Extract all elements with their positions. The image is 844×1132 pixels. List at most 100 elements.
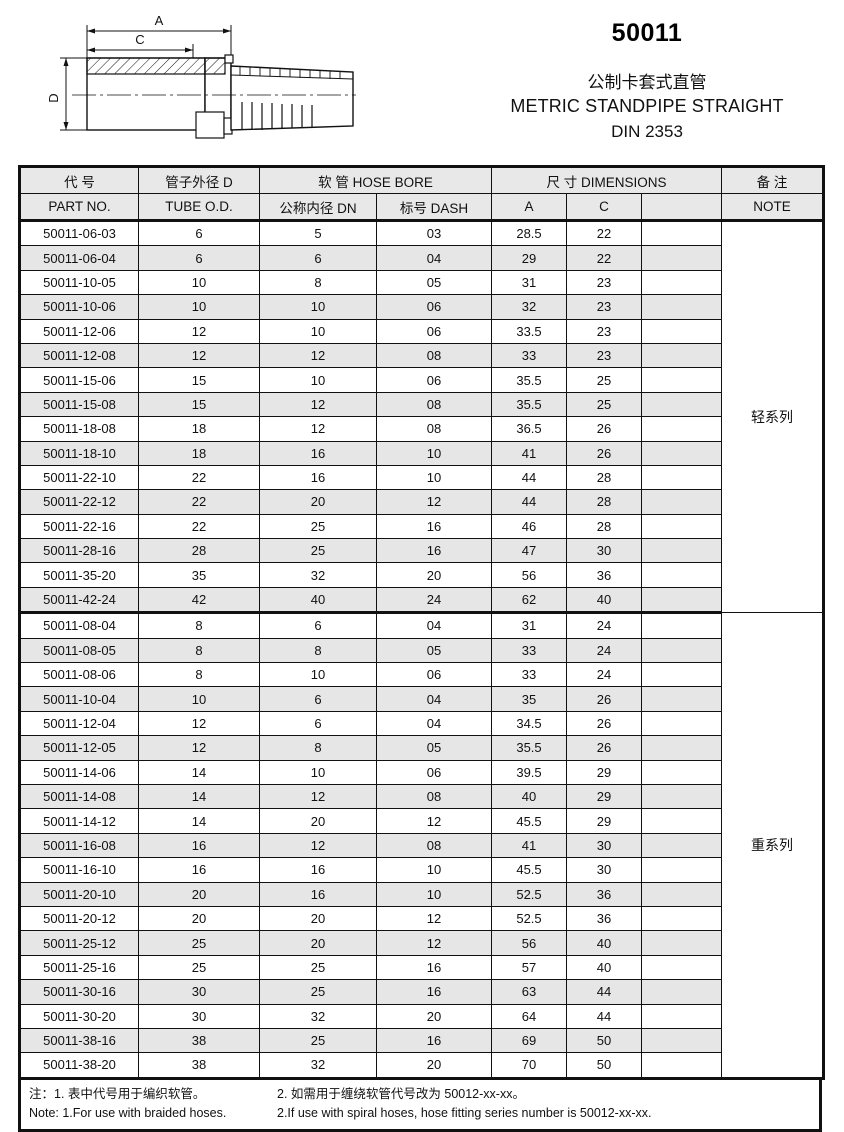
cell-dim-c: 36	[566, 562, 642, 588]
cell-dn: 32	[259, 1052, 377, 1079]
cell-dn: 16	[259, 440, 377, 466]
cell-dim-blank	[640, 538, 723, 564]
dimension-label-a: A	[155, 13, 164, 28]
cell-dim-c: 30	[566, 857, 642, 883]
cell-part-no: 50011-10-06	[19, 294, 139, 320]
dimension-label-c: C	[135, 32, 144, 47]
cell-tube-od: 35	[138, 562, 260, 588]
cell-dim-c: 29	[566, 783, 642, 810]
cell-dash: 10	[376, 464, 492, 491]
cell-part-no: 50011-14-06	[19, 759, 139, 785]
cell-tube-od: 12	[138, 735, 260, 761]
cell-note-series: 重系列	[721, 612, 825, 1079]
cell-dn: 20	[259, 905, 377, 932]
cell-part-no: 50011-08-04	[19, 612, 139, 639]
specification-table-area: 代 号 管子外径 D 软 管 HOSE BORE 尺 寸 DIMENSIONS …	[18, 165, 826, 1132]
cell-dim-blank	[640, 783, 723, 810]
col-header-dim-a: A	[491, 193, 567, 222]
cell-part-no: 50011-42-24	[19, 586, 139, 615]
cell-dn: 8	[259, 637, 377, 664]
cell-dim-c: 44	[566, 1003, 642, 1029]
cell-dim-blank	[640, 416, 723, 442]
cell-part-no: 50011-12-08	[19, 342, 139, 369]
cell-tube-od: 38	[138, 1052, 260, 1079]
cell-dim-blank	[640, 367, 723, 393]
cell-dim-blank	[640, 318, 723, 344]
table-row: 50011-10-05 10 8 05 31 23	[19, 269, 824, 296]
col-header-tube-od-cn: 管子外径 D	[138, 166, 260, 194]
cell-dim-a: 41	[491, 832, 567, 859]
col-header-dash: 标号 DASH	[376, 193, 492, 222]
cell-dim-blank	[640, 1052, 723, 1079]
table-row: 50011-38-20 38 32 20 70 50	[19, 1052, 824, 1079]
cell-dash: 05	[376, 269, 492, 296]
cell-tube-od: 15	[138, 367, 260, 393]
table-row: 50011-12-05 12 8 05 35.5 26	[19, 735, 824, 761]
cell-dim-a: 35.5	[491, 391, 567, 418]
cell-dim-blank	[640, 930, 723, 956]
cell-dn: 25	[259, 1027, 377, 1054]
cell-part-no: 50011-22-16	[19, 513, 139, 540]
cell-part-no: 50011-30-20	[19, 1003, 139, 1029]
cell-dash: 04	[376, 612, 492, 639]
cell-dim-c: 26	[566, 710, 642, 737]
cell-dn: 16	[259, 881, 377, 907]
cell-part-no: 50011-14-12	[19, 808, 139, 834]
cell-dash: 08	[376, 783, 492, 810]
cell-tube-od: 8	[138, 637, 260, 664]
cell-dn: 6	[259, 245, 377, 271]
cell-tube-od: 25	[138, 930, 260, 956]
cell-dash: 16	[376, 513, 492, 540]
standpipe-drawing-svg: A C D	[46, 13, 356, 139]
cell-part-no: 50011-20-12	[19, 905, 139, 932]
table-row: 50011-10-06 10 10 06 32 23	[19, 294, 824, 320]
cell-dim-blank	[640, 562, 723, 588]
cell-dash: 06	[376, 294, 492, 320]
cell-dim-a: 44	[491, 489, 567, 515]
title-block: 50011 公制卡套式直管 METRIC STANDPIPE STRAIGHT …	[450, 0, 844, 158]
cell-dn: 10	[259, 294, 377, 320]
cell-dim-c: 23	[566, 342, 642, 369]
title-standard: DIN 2353	[611, 121, 683, 141]
cell-dim-a: 52.5	[491, 905, 567, 932]
cell-dash: 12	[376, 905, 492, 932]
col-header-dn: 公称内径 DN	[259, 193, 377, 222]
cell-dim-a: 41	[491, 440, 567, 466]
table-row: 50011-42-24 42 40 24 62 40	[19, 586, 824, 615]
col-header-dim-c: C	[566, 193, 642, 222]
cell-part-no: 50011-15-08	[19, 391, 139, 418]
cell-dim-blank	[640, 710, 723, 737]
cell-dash: 20	[376, 1052, 492, 1079]
cell-part-no: 50011-28-16	[19, 538, 139, 564]
cell-dim-a: 70	[491, 1052, 567, 1079]
cell-note-series: 轻系列	[721, 219, 825, 614]
cell-tube-od: 16	[138, 832, 260, 859]
cell-part-no: 50011-12-05	[19, 735, 139, 761]
cell-tube-od: 18	[138, 416, 260, 442]
cell-part-no: 50011-18-08	[19, 416, 139, 442]
cell-tube-od: 28	[138, 538, 260, 564]
cell-tube-od: 20	[138, 881, 260, 907]
cell-dim-a: 35	[491, 686, 567, 712]
header-section: A C D	[0, 0, 844, 158]
cell-dn: 20	[259, 489, 377, 515]
cell-part-no: 50011-06-03	[19, 219, 139, 247]
cell-tube-od: 22	[138, 489, 260, 515]
cell-dim-c: 26	[566, 735, 642, 761]
cell-dash: 06	[376, 367, 492, 393]
cell-tube-od: 14	[138, 783, 260, 810]
cell-dim-c: 26	[566, 440, 642, 466]
cell-dim-blank	[640, 612, 723, 639]
table-row: 50011-18-10 18 16 10 41 26	[19, 440, 824, 466]
cell-dash: 20	[376, 1003, 492, 1029]
cell-tube-od: 8	[138, 662, 260, 688]
cell-dash: 12	[376, 489, 492, 515]
table-row: 50011-08-05 8 8 05 33 24	[19, 637, 824, 664]
cell-dim-a: 45.5	[491, 808, 567, 834]
cell-dim-c: 36	[566, 905, 642, 932]
cell-dim-c: 24	[566, 662, 642, 688]
cell-dim-blank	[640, 857, 723, 883]
cell-tube-od: 16	[138, 857, 260, 883]
cell-dim-c: 29	[566, 808, 642, 834]
cell-part-no: 50011-20-10	[19, 881, 139, 907]
